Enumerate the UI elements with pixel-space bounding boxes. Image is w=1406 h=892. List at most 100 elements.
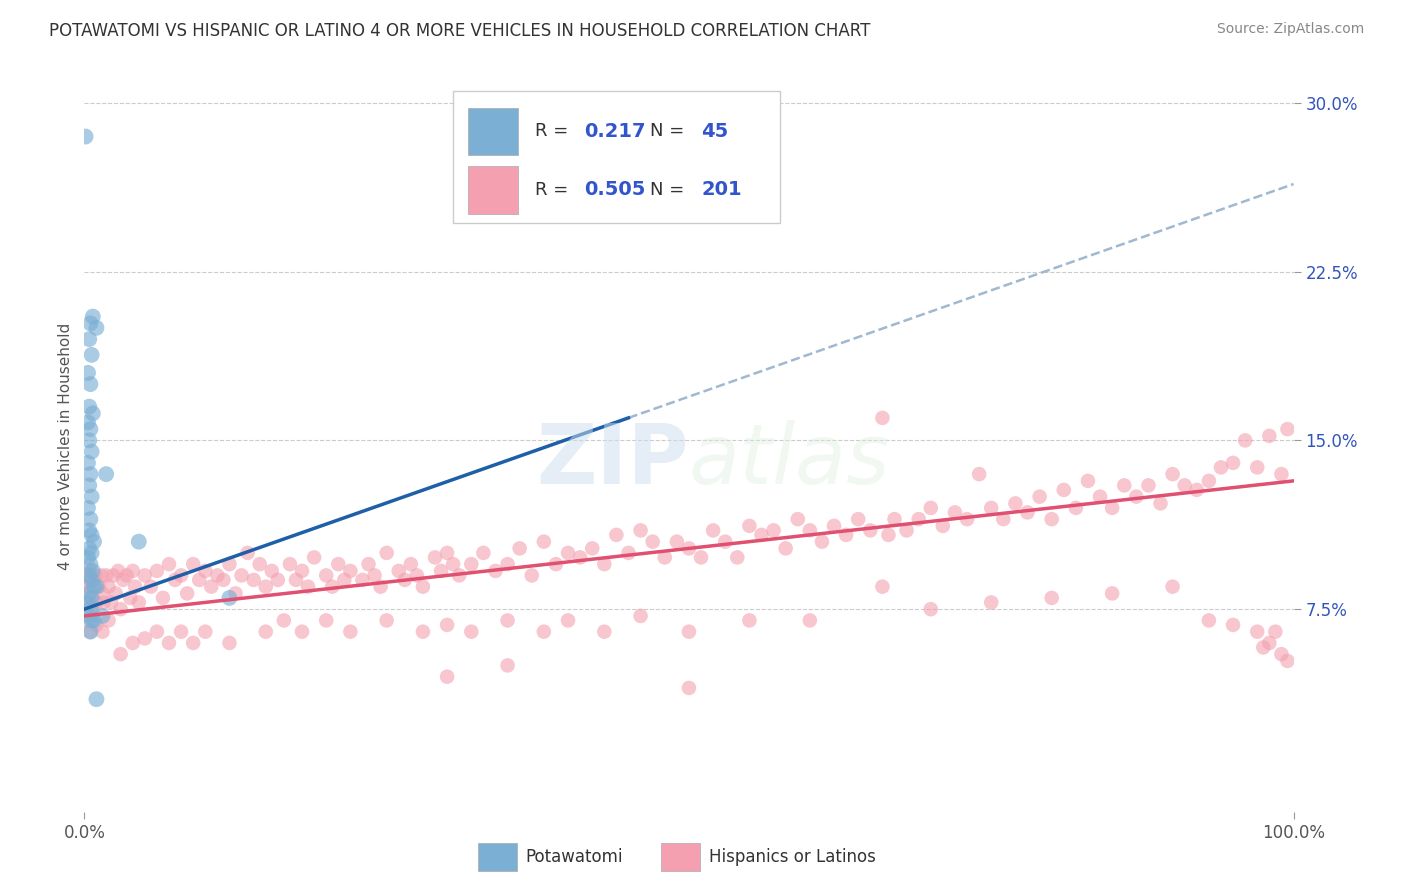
Point [1077, 474, 1099, 488]
Point [1174, 478, 1197, 492]
Point [218, 557, 240, 571]
Point [1198, 474, 1220, 488]
Point [738, 614, 761, 628]
Point [134, 568, 156, 582]
Point [811, 534, 834, 549]
Point [82, 564, 104, 578]
Point [738, 519, 761, 533]
Point [665, 534, 688, 549]
Point [260, 564, 283, 578]
Point [520, 568, 543, 582]
Point [762, 524, 785, 538]
Point [436, 670, 458, 684]
Point [86, 321, 108, 335]
Text: POTAWATOMI VS HISPANIC OR LATINO 4 OR MORE VEHICLES IN HOUSEHOLD CORRELATION CHA: POTAWATOMI VS HISPANIC OR LATINO 4 OR MO… [49, 22, 870, 40]
Text: atlas: atlas [689, 420, 890, 501]
Point [91, 624, 114, 639]
Point [77, 595, 100, 609]
Point [544, 557, 567, 571]
Point [441, 557, 464, 571]
Point [436, 618, 458, 632]
FancyBboxPatch shape [468, 166, 519, 214]
Point [80, 444, 103, 458]
Point [872, 580, 894, 594]
Point [242, 573, 264, 587]
Point [877, 528, 900, 542]
Point [496, 557, 519, 571]
Point [80, 528, 103, 542]
Point [883, 512, 905, 526]
Point [799, 614, 821, 628]
FancyBboxPatch shape [453, 91, 780, 223]
Point [1017, 505, 1039, 519]
Point [315, 568, 337, 582]
Point [77, 595, 100, 609]
Point [200, 580, 222, 594]
Point [87, 580, 110, 594]
Point [79, 422, 101, 436]
Point [100, 595, 122, 609]
Point [1253, 640, 1275, 655]
Point [77, 416, 100, 430]
Point [315, 614, 337, 628]
Point [509, 541, 531, 556]
Point [267, 573, 290, 587]
Point [97, 580, 120, 594]
Point [835, 528, 858, 542]
Point [77, 580, 100, 594]
Point [254, 624, 277, 639]
Point [170, 624, 193, 639]
Point [993, 512, 1015, 526]
Point [1185, 483, 1208, 497]
Point [1040, 591, 1063, 605]
Point [291, 624, 314, 639]
Point [194, 564, 217, 578]
Point [654, 550, 676, 565]
Point [1114, 478, 1136, 492]
Point [751, 528, 773, 542]
Point [181, 557, 204, 571]
Point [1028, 490, 1050, 504]
Point [79, 557, 101, 571]
Point [77, 400, 100, 414]
Point [84, 568, 107, 582]
Point [128, 534, 150, 549]
Point [83, 580, 105, 594]
Point [1234, 434, 1257, 448]
Point [83, 573, 105, 587]
Point [181, 636, 204, 650]
Point [82, 406, 104, 420]
Point [412, 624, 434, 639]
Text: N =: N = [650, 181, 690, 199]
Point [678, 541, 700, 556]
Point [1161, 580, 1184, 594]
Point [104, 586, 127, 600]
Point [207, 568, 229, 582]
Point [1258, 636, 1281, 650]
Point [1222, 618, 1244, 632]
Point [799, 524, 821, 538]
Point [157, 636, 180, 650]
Point [86, 595, 108, 609]
Point [94, 568, 117, 582]
Point [79, 602, 101, 616]
Point [1161, 467, 1184, 482]
Point [121, 564, 143, 578]
Point [83, 534, 105, 549]
Point [79, 624, 101, 639]
Point [77, 366, 100, 380]
Point [581, 541, 603, 556]
Point [496, 614, 519, 628]
Point [388, 564, 411, 578]
Point [285, 573, 308, 587]
Point [593, 624, 616, 639]
Point [139, 580, 162, 594]
Point [1101, 500, 1123, 515]
Point [859, 524, 882, 538]
Point [702, 524, 724, 538]
Point [176, 586, 198, 600]
Point [1270, 467, 1292, 482]
Point [920, 602, 942, 616]
Point [77, 586, 100, 600]
Point [107, 564, 129, 578]
